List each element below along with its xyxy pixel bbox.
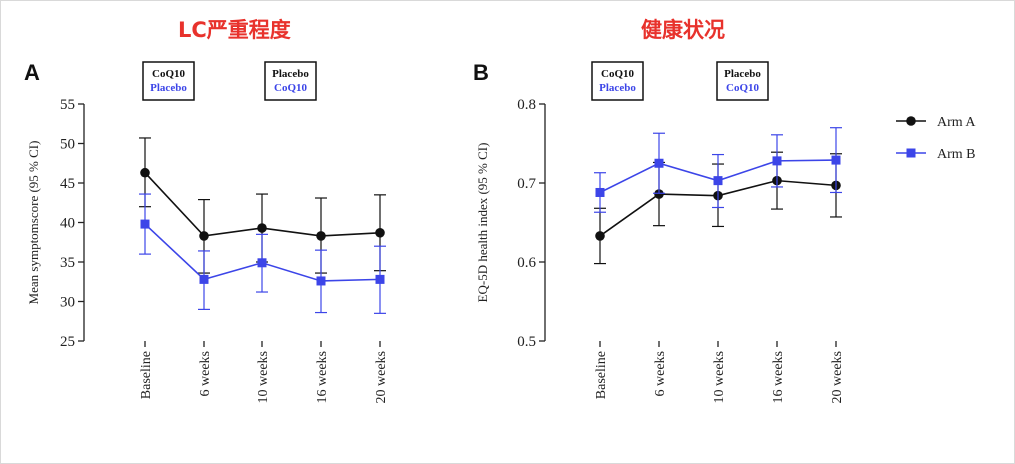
panel-b-treatment-line2: CoQ10: [726, 82, 760, 94]
legend-marker-arm-b: [906, 148, 916, 158]
panel-a-y-tick-label: 40: [60, 216, 75, 232]
panel-b-y-tick-label: 0.7: [517, 176, 536, 192]
panel-a-x-tick-label: 6 weeks: [198, 351, 213, 397]
panel-a-x-tick-label: 20 weeks: [374, 351, 389, 404]
panel-a-y-tick-label: 25: [60, 334, 75, 350]
panel-a-y-axis-label: Mean symptomscore (95 % CI): [26, 141, 41, 305]
panel-a-letter: A: [24, 60, 40, 85]
panel-a-x-tick-label: 16 weeks: [315, 351, 330, 404]
panel-a-treatment-line1: Placebo: [272, 68, 309, 80]
panel-b-y-tick-label: 0.8: [517, 97, 536, 113]
panel-b-letter: B: [473, 60, 489, 85]
panel-b-treatment-box: [716, 61, 769, 101]
panel-b-treatment-box: [591, 61, 644, 101]
panel-b-x-tick-label: 20 weeks: [830, 351, 845, 404]
panel-b-y-tick-label: 0.5: [517, 334, 536, 350]
panel-b-arm-b-point: [831, 155, 841, 165]
panel-b-y-tick-label: 0.6: [517, 255, 536, 271]
panel-b-y-axis-label: EQ-5D health index (95 % CI): [475, 143, 490, 303]
panel-a-arm-a-point: [199, 231, 209, 241]
legend-label-arm-b: Arm B: [937, 147, 976, 162]
panel-a-x-tick-label: 10 weeks: [256, 351, 271, 404]
panel-a-arm-b-point: [140, 219, 150, 229]
panel-a-y-tick-label: 35: [60, 255, 75, 271]
panel-b-x-tick-label: 16 weeks: [771, 351, 786, 404]
panel-a-y-tick-label: 45: [60, 176, 75, 192]
panel-a-arm-a-point: [316, 231, 326, 241]
panel-b-arm-a-point: [654, 189, 664, 199]
panel-a-y-tick-label: 50: [60, 137, 75, 153]
panel-b-arm-b-point: [654, 158, 664, 168]
panel-a-treatment-line2: Placebo: [150, 82, 187, 94]
panel-b-treatment-line1: CoQ10: [601, 68, 635, 80]
panel-a-arm-a-point: [375, 227, 385, 238]
panel-b-x-tick-label: 10 weeks: [712, 351, 727, 404]
panel-b-arm-a-point: [595, 231, 605, 241]
panel-a-arm-b-point: [257, 258, 267, 268]
panel-b-x-tick-label: Baseline: [594, 351, 609, 399]
panel-a-treatment-box: [142, 61, 195, 101]
panel-b-header: 健康状况: [641, 18, 725, 42]
panel-a-arm-b-point: [316, 276, 326, 286]
legend-label-arm-a: Arm A: [937, 115, 976, 130]
panel-b-arm-b-point: [713, 176, 723, 186]
panel-b-arm-b-point: [595, 187, 605, 197]
legend-marker-arm-a: [906, 116, 916, 126]
panel-a-arm-a-point: [140, 167, 150, 178]
panel-a-x-tick-label: Baseline: [139, 351, 154, 399]
panel-b-arm-b-point: [772, 156, 782, 166]
panel-b-treatment-line1: Placebo: [724, 68, 761, 80]
panel-a-y-tick-label: 55: [60, 97, 75, 113]
panel-b-treatment-line2: Placebo: [599, 82, 636, 94]
panel-a-arm-b-point: [375, 274, 385, 284]
panel-a-header: LC严重程度: [178, 18, 291, 42]
panel-a-treatment-line1: CoQ10: [152, 68, 186, 80]
panel-a-arm-b-point: [199, 274, 209, 284]
panel-a-arm-a-point: [257, 223, 267, 233]
panel-a-treatment-box: [264, 61, 317, 101]
panel-b-x-tick-label: 6 weeks: [653, 351, 668, 397]
panel-a-treatment-line2: CoQ10: [274, 82, 308, 94]
panel-a-y-tick-label: 30: [60, 295, 75, 311]
